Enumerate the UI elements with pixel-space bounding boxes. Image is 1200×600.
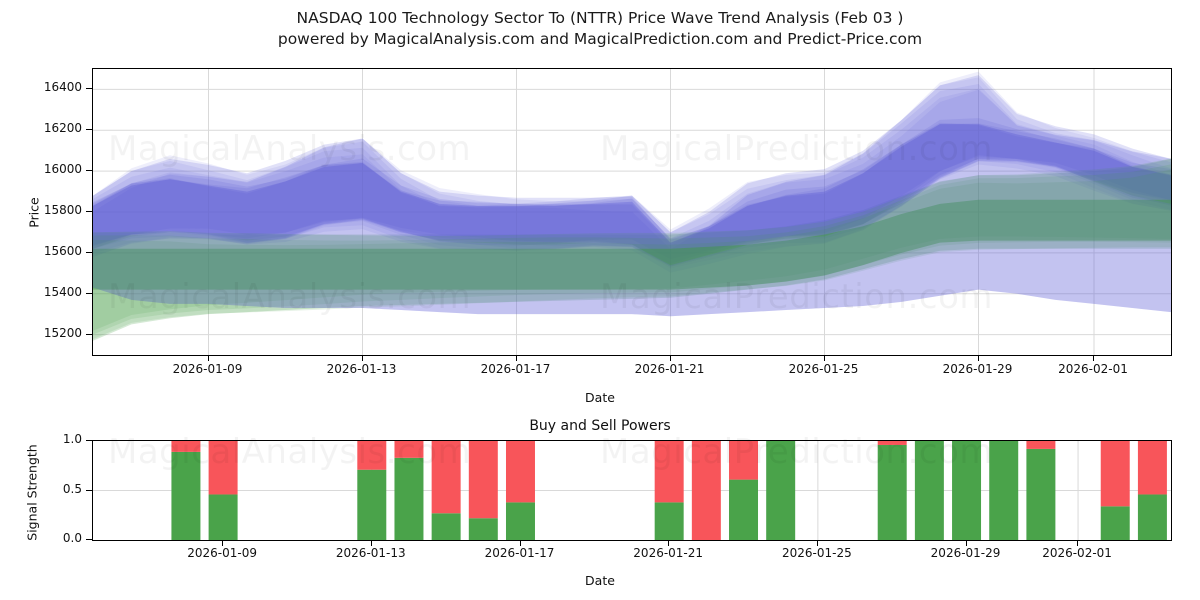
price-x-tick: 2026-01-29	[942, 362, 1013, 376]
signal-x-tickmark	[1077, 541, 1079, 546]
signal-x-tickmark	[222, 541, 224, 546]
price-x-tick: 2026-01-13	[326, 362, 397, 376]
page-title: NASDAQ 100 Technology Sector To (NTTR) P…	[0, 8, 1200, 50]
price-x-tick: 2026-01-09	[172, 362, 243, 376]
title-line-1: NASDAQ 100 Technology Sector To (NTTR) P…	[296, 9, 904, 27]
price-y-tickmark	[86, 251, 92, 253]
price-x-tickmark	[977, 356, 979, 361]
price-y-tick: 16400	[43, 80, 82, 95]
signal-x-tickmark	[519, 541, 521, 546]
price-x-tick: 2026-02-01	[1058, 362, 1128, 376]
signal-y-tick: 0.0	[62, 531, 82, 545]
signal-y-tickmark	[86, 539, 92, 540]
signal-y-tickmark	[86, 440, 92, 441]
price-y-tick: 15400	[43, 284, 82, 299]
price-chart-svg	[93, 69, 1171, 355]
signal-x-tickmark	[370, 541, 372, 546]
signal-y-tick: 0.5	[62, 481, 82, 496]
price-x-tickmark	[361, 356, 363, 361]
signal-x-tick: 2026-01-09	[187, 546, 257, 560]
signal-x-tick: 2026-02-01	[1042, 546, 1112, 560]
price-x-tickmark	[515, 356, 517, 361]
price-y-tickmark	[86, 333, 92, 335]
price-y-tickmark	[86, 170, 92, 172]
price-y-tickmark	[86, 211, 92, 212]
price-x-tick: 2026-01-25	[788, 362, 859, 376]
price-x-tickmark	[207, 356, 209, 361]
signal-y-tickmark	[86, 489, 92, 491]
signal-chart-title: Buy and Sell Powers	[529, 418, 671, 434]
signal-x-tickmark	[816, 541, 818, 546]
price-x-tickmark	[669, 356, 671, 361]
signal-x-tickmark	[668, 541, 670, 546]
price-y-tickmark	[86, 88, 92, 90]
price-x-tick: 2026-01-17	[480, 362, 551, 376]
price-y-tick: 16000	[43, 162, 82, 177]
price-y-tick: 15600	[43, 243, 82, 258]
buy-sell-powers-panel	[92, 440, 1172, 541]
title-line-2: powered by MagicalAnalysis.com and Magic…	[277, 30, 923, 48]
price-x-tickmark	[1093, 356, 1094, 361]
signal-y-tick: 1.0	[62, 432, 82, 446]
price-y-tick: 16200	[43, 121, 82, 136]
price-wave-chart-panel	[92, 68, 1172, 356]
price-x-tick: 2026-01-21	[634, 362, 705, 376]
price-y-axis-label: Price	[26, 197, 42, 228]
price-x-axis-label: Date	[585, 390, 615, 405]
signal-x-axis-label: Date	[585, 573, 615, 588]
signal-x-tick: 2026-01-13	[335, 546, 406, 560]
signal-x-tick: 2026-01-21	[633, 546, 704, 560]
signal-x-tick: 2026-01-29	[930, 546, 1001, 560]
signal-chart-svg	[93, 441, 1171, 540]
price-y-tick: 15800	[43, 203, 82, 217]
price-x-tickmark	[823, 356, 825, 361]
signal-x-tick: 2026-01-25	[781, 546, 852, 560]
price-y-tickmark	[86, 129, 92, 131]
price-y-tick: 15200	[43, 325, 82, 340]
signal-y-axis-label: Signal Strength	[24, 444, 40, 541]
signal-x-tick: 2026-01-17	[484, 546, 555, 560]
price-y-tickmark	[86, 292, 92, 294]
signal-x-tickmark	[965, 541, 967, 546]
